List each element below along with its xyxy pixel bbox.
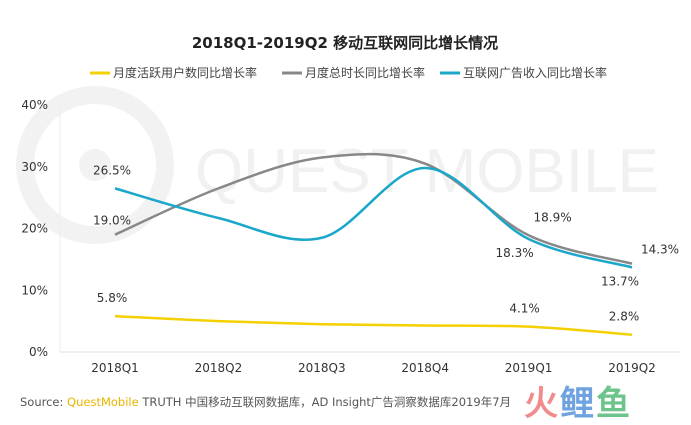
logo: 火鲤鱼 <box>524 376 632 425</box>
legend-label: 月度活跃用户数同比增长率 <box>113 65 257 80</box>
data-label: 5.8% <box>97 291 128 305</box>
chart-title: 2018Q1-2019Q2 移动互联网同比增长情况 <box>192 34 498 52</box>
data-label: 13.7% <box>601 274 639 288</box>
y-tick-label: 30% <box>21 160 48 174</box>
legend-label: 月度总时长同比增长率 <box>305 65 425 80</box>
data-label: 19.0% <box>93 214 131 228</box>
data-label: 4.1% <box>509 302 540 316</box>
x-tick-label: 2019Q1 <box>505 361 553 375</box>
series-line <box>115 316 632 335</box>
y-tick-label: 10% <box>21 283 48 297</box>
x-tick-label: 2018Q3 <box>298 361 346 375</box>
x-tick-label: 2018Q2 <box>195 361 243 375</box>
y-tick-label: 20% <box>21 222 48 236</box>
x-tick-label: 2019Q2 <box>608 361 656 375</box>
x-tick-label: 2018Q4 <box>401 361 449 375</box>
x-tick-label: 2018Q1 <box>91 361 139 375</box>
data-label: 18.9% <box>534 210 572 224</box>
legend-label: 互联网广告收入同比增长率 <box>463 65 607 80</box>
y-tick-label: 40% <box>21 98 48 112</box>
source-prefix: Source: <box>20 395 63 409</box>
y-tick-label: 0% <box>29 345 48 359</box>
data-label: 26.5% <box>93 163 131 177</box>
source-text: TRUTH 中国移动互联网数据库，AD Insight广告洞察数据库2019年7… <box>142 395 511 409</box>
source-note: Source: QuestMobile TRUTH 中国移动互联网数据库，AD … <box>20 394 511 410</box>
data-label: 18.3% <box>496 246 534 260</box>
data-label: 14.3% <box>641 243 679 257</box>
source-brand: QuestMobile <box>67 395 139 409</box>
data-label: 2.8% <box>609 310 640 324</box>
